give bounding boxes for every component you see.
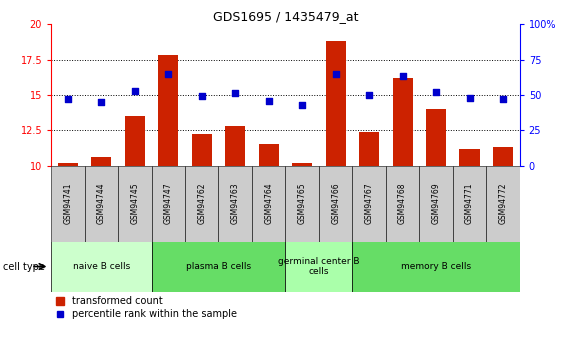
Point (432, 89, 441, 95)
Bar (225, 126, 245, 166)
Bar (319, 166, 352, 242)
Bar (58, 163, 78, 166)
Text: GSM94771: GSM94771 (465, 183, 474, 224)
Bar (219, 166, 252, 242)
Text: GSM94767: GSM94767 (365, 183, 374, 224)
Text: GSM94741: GSM94741 (64, 183, 72, 224)
Point (231, 91, 240, 96)
Text: plasma B cells: plasma B cells (186, 262, 251, 271)
Text: GSM94764: GSM94764 (264, 183, 273, 224)
Text: cell type: cell type (3, 262, 45, 272)
Point (398, 74, 407, 79)
Bar (125, 116, 145, 166)
Point (465, 95, 474, 100)
Text: GSM94745: GSM94745 (130, 183, 139, 224)
Text: GSM94765: GSM94765 (298, 183, 307, 224)
Bar (158, 55, 178, 166)
Bar (258, 144, 279, 166)
Bar (453, 166, 486, 242)
Bar (285, 166, 319, 242)
Bar (51, 241, 152, 292)
Bar (419, 166, 453, 242)
Bar (359, 132, 379, 166)
Bar (252, 166, 286, 242)
Text: GSM94766: GSM94766 (331, 183, 340, 224)
Text: GSM94768: GSM94768 (398, 183, 407, 224)
Bar (51, 166, 85, 242)
Point (164, 71, 173, 76)
Bar (285, 241, 352, 292)
Text: memory B cells: memory B cells (401, 262, 471, 271)
Text: germinal center B
cells: germinal center B cells (278, 257, 360, 276)
Bar (386, 166, 419, 242)
Text: GSM94747: GSM94747 (164, 183, 173, 224)
Text: GSM94744: GSM94744 (97, 183, 106, 224)
Bar (185, 166, 219, 242)
Text: GSM94772: GSM94772 (499, 183, 507, 224)
Bar (191, 135, 212, 166)
Point (331, 71, 340, 76)
Point (130, 88, 139, 93)
Bar (352, 241, 520, 292)
Point (97, 99, 106, 105)
Title: GDS1695 / 1435479_at: GDS1695 / 1435479_at (212, 10, 358, 23)
Point (63, 96, 72, 102)
Text: naive B cells: naive B cells (73, 262, 130, 271)
Bar (152, 241, 285, 292)
Bar (325, 41, 346, 166)
Legend: transformed count, percentile rank within the sample: transformed count, percentile rank withi… (56, 296, 236, 319)
Point (197, 93, 206, 99)
Text: GSM94769: GSM94769 (432, 183, 441, 224)
Bar (292, 163, 312, 166)
Bar (460, 149, 479, 166)
Bar (486, 166, 520, 242)
Point (298, 102, 307, 108)
Bar (426, 109, 446, 166)
Bar (152, 166, 185, 242)
Bar (392, 78, 412, 166)
Text: GSM94763: GSM94763 (231, 183, 240, 224)
Bar (85, 166, 118, 242)
Bar (118, 166, 152, 242)
Point (365, 92, 374, 98)
Bar (91, 157, 111, 166)
Point (264, 98, 273, 103)
Point (499, 96, 508, 102)
Bar (493, 147, 513, 166)
Bar (352, 166, 386, 242)
Text: GSM94762: GSM94762 (197, 183, 206, 224)
